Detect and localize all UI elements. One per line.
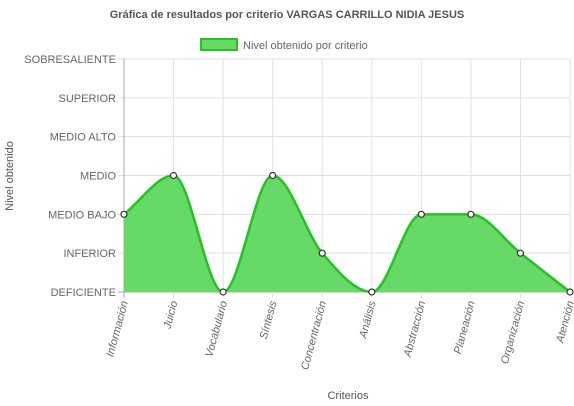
data-point[interactable]	[269, 171, 277, 180]
legend-label: Nivel obtenido por criterio	[243, 40, 368, 52]
data-point[interactable]	[566, 288, 574, 296]
data-point[interactable]	[169, 171, 178, 180]
x-axis-title: Criterios	[328, 390, 369, 402]
y-tick-label: MEDIO ALTO	[50, 132, 117, 144]
x-tick-label: Atención	[554, 300, 574, 345]
data-point[interactable]	[120, 210, 128, 218]
legend-swatch	[200, 38, 238, 51]
x-tick-label: Síntesis	[258, 299, 280, 340]
data-point[interactable]	[219, 288, 227, 296]
chart-area-layer	[123, 174, 571, 294]
x-tick-label: Vocabulario	[203, 300, 230, 359]
series-area	[124, 175, 570, 292]
x-tick-label: Abstracción	[402, 300, 429, 360]
data-point[interactable]	[318, 249, 326, 257]
data-point[interactable]	[467, 210, 475, 218]
y-tick-label: MEDIO	[80, 171, 117, 183]
data-point[interactable]	[368, 288, 376, 296]
x-tick-label: Planeación	[452, 300, 478, 356]
y-tick-labels: DEFICIENTE INFERIOR MEDIO BAJO MEDIO MEDIO A…	[24, 54, 116, 299]
data-point[interactable]	[516, 249, 525, 257]
x-tick-label: Análisis	[357, 299, 379, 340]
y-axis-title: Nivel obtenido	[4, 141, 16, 211]
y-tick-label: MEDIO BAJO	[48, 209, 116, 221]
x-tick-label: Juicio	[161, 300, 180, 331]
chart-title: Gráfica de resultados por criterio VARGA…	[110, 9, 465, 21]
y-tick-label: DEFICIENTE	[51, 287, 116, 299]
y-tick-label: SOBRESALIENTE	[24, 54, 116, 66]
x-tick-labels: Información Juicio Vocabulario Síntesis Conc…	[104, 299, 574, 371]
chart-points	[120, 171, 574, 296]
x-tick-label: Organización	[499, 300, 527, 366]
y-tick-label: INFERIOR	[63, 248, 116, 260]
data-point[interactable]	[417, 210, 425, 218]
x-tick-label: Información	[104, 300, 130, 359]
x-tick-label: Concentración	[299, 300, 329, 372]
y-tick-label: SUPERIOR	[59, 93, 117, 105]
